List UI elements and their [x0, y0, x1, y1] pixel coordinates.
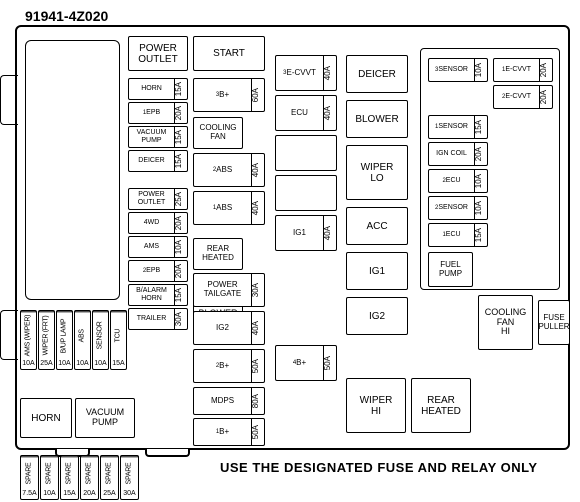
- fuse-slot-empty: [275, 175, 337, 211]
- fuse-slot: HORN15A: [128, 78, 188, 100]
- fuse-slot: VACUUM PUMP15A: [128, 126, 188, 148]
- fuse-slot: ABS10A: [74, 310, 91, 370]
- fuse-slot: 2B+50A: [193, 349, 265, 383]
- mount-stub: [0, 75, 18, 125]
- fuse-slot: 3SENSOR10A: [428, 58, 488, 82]
- fuse-slot: WIPER (FRT)25A: [38, 310, 55, 370]
- relay-ig2: IG2: [346, 297, 408, 335]
- fuse-slot: 2ABS40A: [193, 153, 265, 187]
- fuse-slot: AMS (WIPER)10A: [20, 310, 37, 370]
- fuse-slot: AMS10A: [128, 236, 188, 258]
- fuse-slot: 4B+50A: [275, 345, 337, 381]
- fuse-slot: 1ABS40A: [193, 191, 265, 225]
- fuse-slot: IG240A: [193, 311, 265, 345]
- relay-deicer: DEICER: [346, 55, 408, 93]
- fuse-slot: 3E-CVVT40A: [275, 55, 337, 91]
- fuse-slot: 1ECU15A: [428, 223, 488, 247]
- fuse-slot: 2ECU10A: [428, 169, 488, 193]
- fuse-slot: 1E-CVVT20A: [493, 58, 553, 82]
- fuse-slot: B/UP LAMP10A: [56, 310, 73, 370]
- fuse-slot: 2SENSOR10A: [428, 196, 488, 220]
- fuse-slot: ECU40A: [275, 95, 337, 131]
- fuse-slot: SPARE10A: [40, 455, 59, 500]
- fuse-slot: SPARE20A: [80, 455, 99, 500]
- fuse-slot: B/ALARM HORN15A: [128, 284, 188, 306]
- fuse-slot: POWER OUTLET25A: [128, 188, 188, 210]
- fuse-slot: 1SENSOR15A: [428, 115, 488, 139]
- fuse-slot: 1EPB20A: [128, 102, 188, 124]
- relay-blower: BLOWER: [346, 100, 408, 138]
- fuse-slot: 2EPB20A: [128, 260, 188, 282]
- relay-rear-heated-sm: REAR HEATED: [193, 238, 243, 270]
- fuse-slot: IG140A: [275, 215, 337, 251]
- relay-rear-heated: REAR HEATED: [411, 378, 471, 433]
- fuse-slot: SPARE25A: [100, 455, 119, 500]
- fuse-slot: IGN COIL20A: [428, 142, 488, 166]
- fuse-puller: FUSE PULLER: [538, 300, 570, 345]
- fuse-slot: POWER TAILGATE30A: [193, 273, 265, 307]
- blank-panel: [25, 40, 120, 300]
- relay-acc: ACC: [346, 207, 408, 245]
- relay-cooling-fan: COOLING FAN: [193, 117, 243, 149]
- fuse-slot: MDPS80A: [193, 387, 265, 415]
- fuse-slot: 4WD20A: [128, 212, 188, 234]
- relay-vacuum-pump: VACUUM PUMP: [75, 398, 135, 438]
- fuse-slot: 1B+50A: [193, 418, 265, 446]
- footer-warning: USE THE DESIGNATED FUSE AND RELAY ONLY: [220, 460, 538, 475]
- fuse-slot-empty: [275, 135, 337, 171]
- relay-cooling-fan-hi: COOLING FAN HI: [478, 295, 533, 350]
- fuse-slot: 3B+60A: [193, 78, 265, 112]
- relay-horn: HORN: [20, 398, 72, 438]
- relay-wiper-hi: WIPER HI: [346, 378, 406, 433]
- mount-stub: [0, 310, 18, 360]
- fuse-slot: 2E-CVVT20A: [493, 85, 553, 109]
- part-number: 91941-4Z020: [25, 8, 108, 24]
- relay-ig1: IG1: [346, 252, 408, 290]
- relay-wiper-lo: WIPER LO: [346, 145, 408, 200]
- fuse-slot: TRAILER30A: [128, 308, 188, 330]
- relay-power-outlet: POWER OUTLET: [128, 36, 188, 71]
- fuse-slot: SPARE7.5A: [20, 455, 39, 500]
- mount-tab: [145, 449, 190, 457]
- fuse-slot: SPARE30A: [120, 455, 139, 500]
- relay-fuel-pump: FUEL PUMP: [428, 252, 473, 287]
- relay-start: START: [193, 36, 265, 71]
- fuse-slot: SENSOR10A: [92, 310, 109, 370]
- fuse-slot: TCU15A: [110, 310, 127, 370]
- fuse-slot: SPARE15A: [60, 455, 79, 500]
- fuse-slot: DEICER15A: [128, 150, 188, 172]
